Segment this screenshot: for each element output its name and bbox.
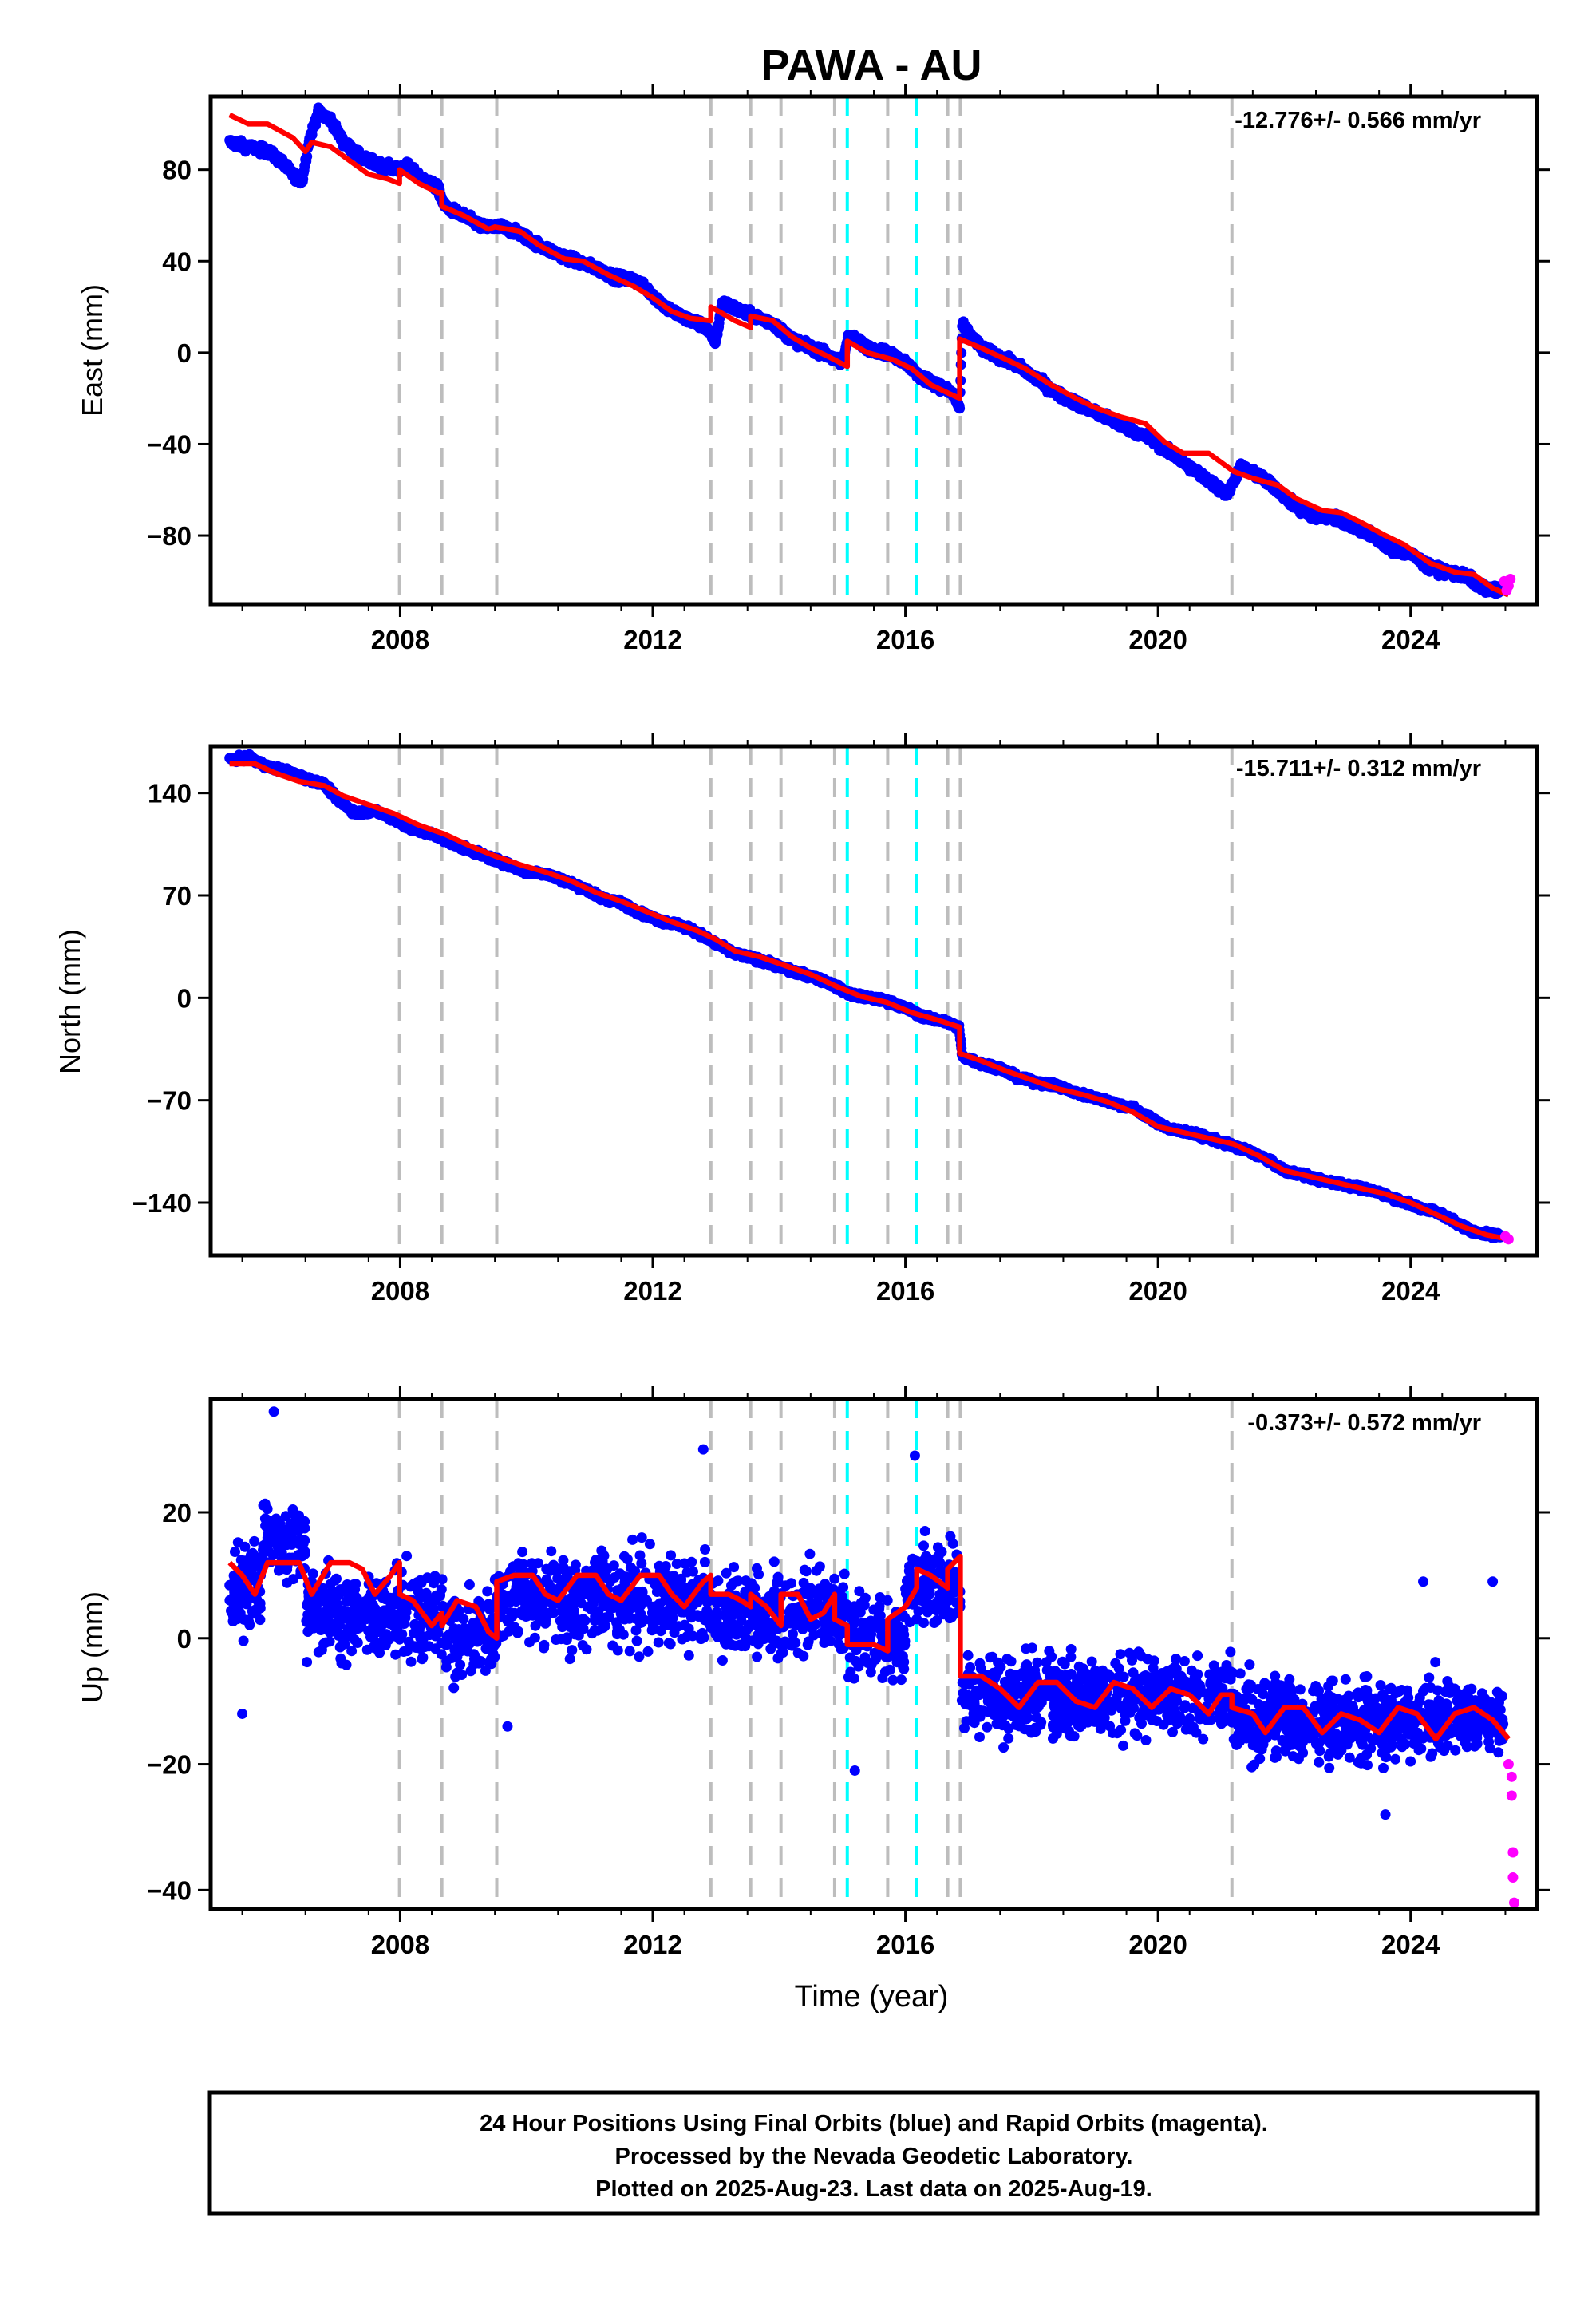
east-rapid-orbit-points [1499,573,1516,596]
figure-title: PAWA - AU [761,41,982,89]
east-x-tick-label: 2012 [623,625,681,654]
east-x-tick-label: 2008 [371,625,429,654]
east-x-tick-label: 2020 [1128,625,1187,654]
north-plot-area [224,746,1514,1255]
east-axes: 2008 2012 2016 2020 2024 80 40 0 −40 −80 [147,84,1550,654]
east-rate-label: -12.776+/- 0.566 mm/yr [1235,108,1481,133]
east-position-point [954,403,966,414]
north-y-axis-label: North (mm) [53,929,86,1074]
east-panel: East (mm) 2008 2012 2016 2020 2024 80 40 0 −40 −8… [76,84,1550,654]
north-panel: North (mm) 2008 2012 2016 2020 2024140700−70… [53,733,1550,1306]
east-y-tick-label: −80 [147,521,192,551]
east-y-tick-label: 80 [162,156,192,185]
east-y-axis-label: East (mm) [76,284,109,417]
east-position-point [302,151,313,162]
east-rapid-point [1505,573,1516,584]
east-model-fit-line [228,112,1510,598]
east-y-tick-label: −40 [147,429,192,459]
east-x-tick-label: 2024 [1381,625,1440,654]
east-y-tick-label: 0 [177,338,192,368]
east-y-tick-label: 40 [162,247,192,276]
east-plot-area [224,97,1516,604]
east-x-tick-label: 2016 [876,625,934,654]
